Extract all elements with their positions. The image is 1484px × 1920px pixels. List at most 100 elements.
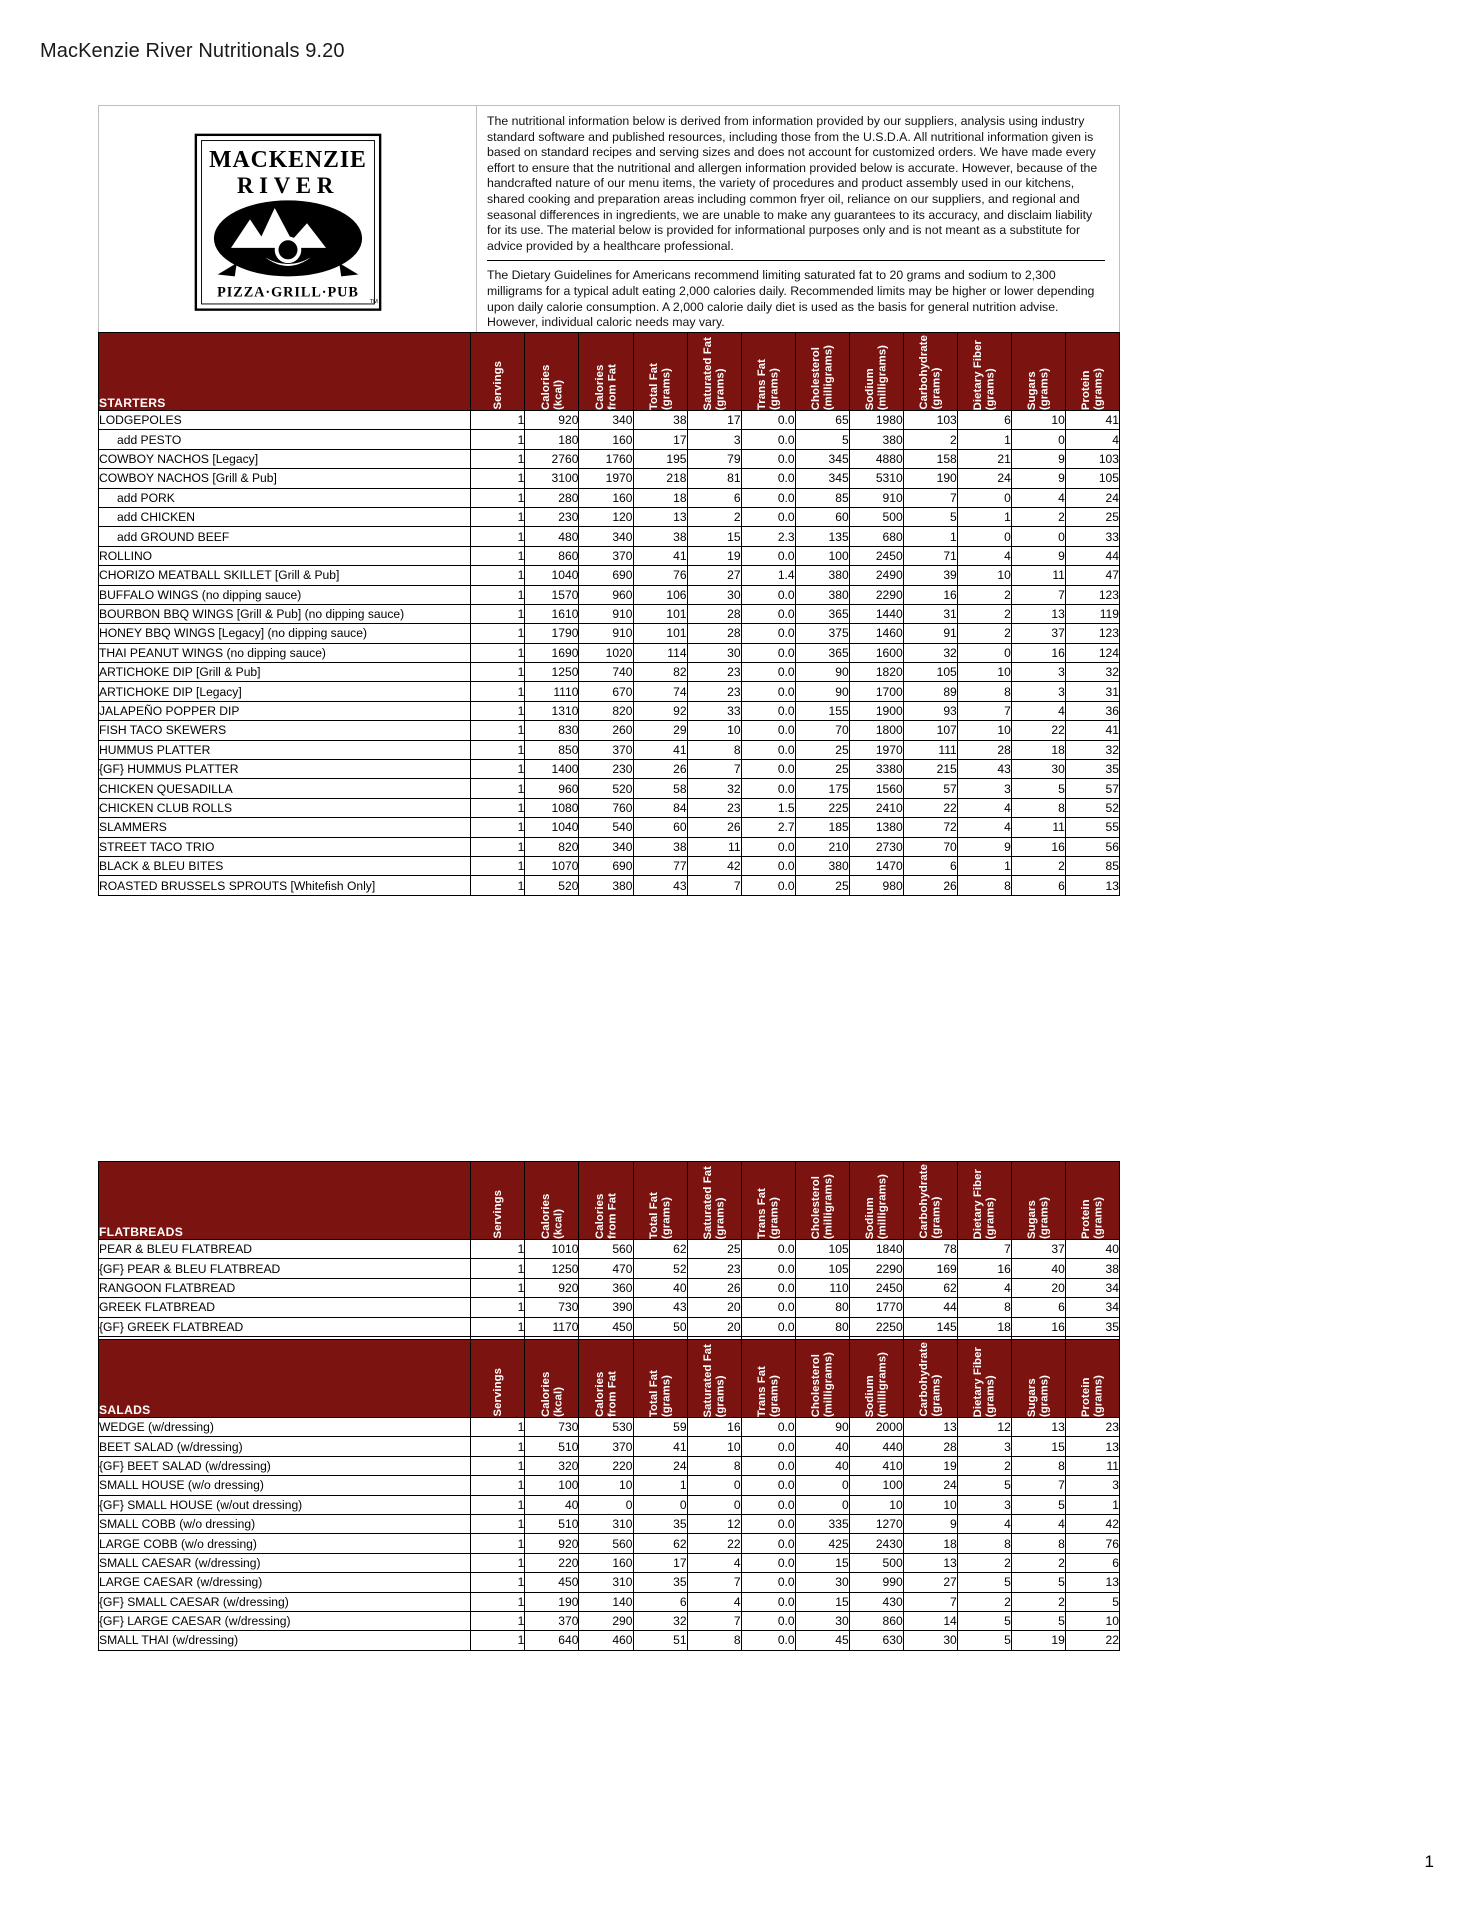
cell-saturated-fat-grams: 7 xyxy=(686,1572,742,1593)
cell-trans-fat-grams: 0.0 xyxy=(740,1416,796,1438)
column-header-carbohydrate-grams: Carbohydrate (grams) xyxy=(902,332,958,411)
cell-calories-from-fat: 520 xyxy=(578,778,634,799)
cell-trans-fat-grams: 0.0 xyxy=(740,409,796,431)
table-row: ARTICHOKE DIP [Legacy] 1 1110 670 74 23 0.0 90 1… xyxy=(97,681,1121,702)
menu-item-name: RANGOON FLATBREAD xyxy=(97,1277,472,1299)
cell-cholesterol-milligrams: 105 xyxy=(794,1258,850,1279)
cell-sodium-milligrams: 1970 xyxy=(848,739,904,761)
cell-sugars-grams: 37 xyxy=(1010,623,1066,644)
cell-carbohydrate-grams: 57 xyxy=(902,778,958,799)
cell-sodium-milligrams: 1700 xyxy=(848,681,904,702)
cell-dietary-fiber-grams: 8 xyxy=(956,875,1012,896)
cell-saturated-fat-grams: 10 xyxy=(686,1436,742,1457)
cell-trans-fat-grams: 0.0 xyxy=(740,1455,796,1477)
column-header-total-fat-grams: Total Fat (grams) xyxy=(632,332,688,411)
cell-calories-kcal: 230 xyxy=(524,506,580,528)
column-header-sugars-grams: Sugars (grams) xyxy=(1010,1339,1066,1418)
cell-total-fat-grams: 195 xyxy=(632,448,688,470)
menu-item-name: SMALL COBB (w/o dressing) xyxy=(97,1513,472,1535)
cell-calories-from-fat: 560 xyxy=(578,1533,634,1554)
menu-item-name: add GROUND BEEF xyxy=(97,526,472,547)
cell-cholesterol-milligrams: 40 xyxy=(794,1455,850,1477)
column-header-calories-kcal: Calories (kcal) xyxy=(524,332,580,411)
cell-sugars-grams: 8 xyxy=(1010,797,1066,819)
menu-item-name: LARGE COBB (w/o dressing) xyxy=(97,1533,472,1554)
cell-trans-fat-grams: 0.0 xyxy=(740,642,796,664)
cell-sodium-milligrams: 2450 xyxy=(848,1277,904,1299)
cell-dietary-fiber-grams: 43 xyxy=(956,759,1012,780)
table-row: {GF} SMALL HOUSE (w/out dressing) 1 40 0 0 0 0… xyxy=(97,1494,1121,1515)
cell-saturated-fat-grams: 26 xyxy=(686,817,742,838)
cell-cholesterol-milligrams: 65 xyxy=(794,409,850,431)
cell-total-fat-grams: 1 xyxy=(632,1475,688,1496)
menu-item-name: THAI PEANUT WINGS (no dipping sauce) xyxy=(97,642,472,664)
cell-sugars-grams: 0 xyxy=(1010,429,1066,450)
cell-total-fat-grams: 24 xyxy=(632,1455,688,1477)
cell-sodium-milligrams: 980 xyxy=(848,875,904,896)
cell-trans-fat-grams: 0.0 xyxy=(740,1316,796,1337)
cell-sugars-grams: 9 xyxy=(1010,545,1066,567)
column-header-calories-kcal: Calories (kcal) xyxy=(524,1161,580,1240)
cell-sugars-grams: 5 xyxy=(1010,1572,1066,1593)
cell-calories-from-fat: 160 xyxy=(578,1552,634,1574)
cell-servings: 1 xyxy=(470,836,526,857)
cell-trans-fat-grams: 0.0 xyxy=(740,1513,796,1535)
cell-protein-grams: 33 xyxy=(1064,526,1121,547)
cell-saturated-fat-grams: 20 xyxy=(686,1316,742,1337)
cell-carbohydrate-grams: 93 xyxy=(902,700,958,722)
table-row: {GF} LARGE CAESAR (w/dressing) 1 370 290 32 7… xyxy=(97,1610,1121,1632)
cell-cholesterol-milligrams: 110 xyxy=(794,1277,850,1299)
cell-sugars-grams: 11 xyxy=(1010,817,1066,838)
cell-total-fat-grams: 41 xyxy=(632,1436,688,1457)
cell-total-fat-grams: 50 xyxy=(632,1316,688,1337)
cell-carbohydrate-grams: 145 xyxy=(902,1316,958,1337)
column-header-cholesterol-milligrams: Cholesterol (milligrams) xyxy=(794,332,850,411)
cell-cholesterol-milligrams: 40 xyxy=(794,1436,850,1457)
cell-cholesterol-milligrams: 155 xyxy=(794,700,850,722)
cell-carbohydrate-grams: 10 xyxy=(902,1494,958,1515)
cell-servings: 1 xyxy=(470,1610,526,1632)
cell-dietary-fiber-grams: 4 xyxy=(956,797,1012,819)
cell-trans-fat-grams: 1.5 xyxy=(740,797,796,819)
cell-trans-fat-grams: 0.0 xyxy=(740,700,796,722)
cell-cholesterol-milligrams: 210 xyxy=(794,836,850,857)
cell-calories-kcal: 3100 xyxy=(524,468,580,489)
cell-dietary-fiber-grams: 8 xyxy=(956,1297,1012,1318)
cell-saturated-fat-grams: 3 xyxy=(686,429,742,450)
cell-dietary-fiber-grams: 10 xyxy=(956,565,1012,586)
cell-total-fat-grams: 76 xyxy=(632,565,688,586)
cell-servings: 1 xyxy=(470,720,526,741)
cell-servings: 1 xyxy=(470,1316,526,1337)
nutrition-table-starters: STARTERS Servings Calories (kcal) Calories … xyxy=(97,332,1121,896)
cell-calories-kcal: 220 xyxy=(524,1552,580,1574)
cell-protein-grams: 13 xyxy=(1064,1572,1121,1593)
menu-item-name: {GF} LARGE CAESAR (w/dressing) xyxy=(97,1610,472,1632)
column-header-dietary-fiber-grams: Dietary Fiber (grams) xyxy=(956,1339,1012,1418)
cell-sugars-grams: 16 xyxy=(1010,642,1066,664)
cell-sugars-grams: 16 xyxy=(1010,1316,1066,1337)
cell-sugars-grams: 6 xyxy=(1010,875,1066,896)
cell-protein-grams: 123 xyxy=(1064,623,1121,644)
cell-cholesterol-milligrams: 60 xyxy=(794,506,850,528)
cell-carbohydrate-grams: 31 xyxy=(902,603,958,625)
column-header-calories-kcal: Calories (kcal) xyxy=(524,1339,580,1418)
cell-sodium-milligrams: 630 xyxy=(848,1630,904,1651)
cell-calories-from-fat: 960 xyxy=(578,584,634,605)
menu-item-name: LARGE CAESAR (w/dressing) xyxy=(97,1572,472,1593)
cell-protein-grams: 25 xyxy=(1064,506,1121,528)
menu-item-name: add CHICKEN xyxy=(97,506,472,528)
cell-sodium-milligrams: 1460 xyxy=(848,623,904,644)
cell-sugars-grams: 2 xyxy=(1010,855,1066,877)
cell-calories-from-fat: 380 xyxy=(578,875,634,896)
column-header-saturated-fat-grams: Saturated Fat (grams) xyxy=(686,1161,742,1240)
cell-carbohydrate-grams: 14 xyxy=(902,1610,958,1632)
cell-dietary-fiber-grams: 2 xyxy=(956,623,1012,644)
cell-cholesterol-milligrams: 30 xyxy=(794,1610,850,1632)
cell-protein-grams: 10 xyxy=(1064,1610,1121,1632)
cell-sodium-milligrams: 1270 xyxy=(848,1513,904,1535)
cell-sodium-milligrams: 5310 xyxy=(848,468,904,489)
cell-trans-fat-grams: 0.0 xyxy=(740,739,796,761)
cell-servings: 1 xyxy=(470,797,526,819)
cell-dietary-fiber-grams: 7 xyxy=(956,700,1012,722)
